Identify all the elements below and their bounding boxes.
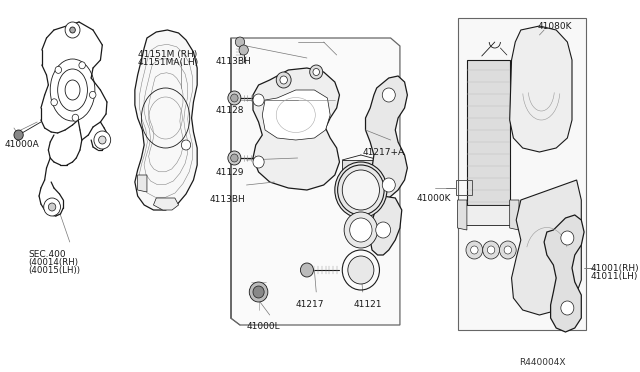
Circle shape — [239, 45, 248, 55]
Bar — [342, 160, 380, 200]
Circle shape — [70, 27, 76, 33]
Circle shape — [228, 151, 241, 165]
Text: 41128: 41128 — [216, 106, 244, 115]
Text: 41000A: 41000A — [4, 140, 40, 149]
Circle shape — [499, 241, 516, 259]
Polygon shape — [230, 38, 400, 325]
Circle shape — [230, 154, 238, 162]
Circle shape — [72, 114, 79, 121]
Circle shape — [249, 282, 268, 302]
Circle shape — [561, 301, 574, 315]
Circle shape — [253, 94, 264, 106]
Circle shape — [300, 263, 314, 277]
Circle shape — [99, 136, 106, 144]
Polygon shape — [544, 215, 584, 332]
Circle shape — [342, 170, 380, 210]
Circle shape — [181, 140, 191, 150]
Polygon shape — [458, 200, 467, 230]
Circle shape — [310, 65, 323, 79]
Circle shape — [276, 72, 291, 88]
Text: 41000L: 41000L — [246, 322, 280, 331]
Polygon shape — [509, 200, 519, 230]
Circle shape — [335, 162, 387, 218]
Polygon shape — [135, 30, 197, 210]
Polygon shape — [467, 60, 509, 205]
Text: (40015(LH)): (40015(LH)) — [28, 266, 80, 275]
Text: SEC.400: SEC.400 — [28, 250, 65, 259]
Text: 41121: 41121 — [353, 300, 382, 309]
Text: 4113BH: 4113BH — [209, 195, 245, 204]
Circle shape — [344, 212, 378, 248]
Text: 41080K: 41080K — [538, 22, 572, 31]
Circle shape — [253, 156, 264, 168]
Text: (40014(RH): (40014(RH) — [28, 258, 78, 267]
Polygon shape — [370, 195, 402, 255]
Polygon shape — [253, 68, 339, 190]
Circle shape — [382, 178, 396, 192]
Circle shape — [349, 218, 372, 242]
Circle shape — [228, 91, 241, 105]
Text: 41151M (RH): 41151M (RH) — [138, 50, 197, 59]
Circle shape — [44, 198, 60, 216]
Polygon shape — [262, 90, 330, 140]
Circle shape — [236, 37, 244, 47]
Circle shape — [313, 68, 319, 76]
Text: 41217+A: 41217+A — [363, 148, 405, 157]
Bar — [456, 180, 472, 195]
Circle shape — [504, 246, 511, 254]
Polygon shape — [511, 180, 581, 315]
Circle shape — [561, 231, 574, 245]
Polygon shape — [458, 18, 586, 330]
Circle shape — [14, 130, 23, 140]
Polygon shape — [154, 198, 179, 210]
Circle shape — [253, 286, 264, 298]
Circle shape — [94, 131, 111, 149]
Circle shape — [488, 246, 495, 254]
Text: 41000K: 41000K — [417, 194, 451, 203]
Circle shape — [483, 241, 499, 259]
Text: R440004X: R440004X — [519, 358, 566, 367]
Polygon shape — [138, 175, 147, 192]
Text: 41151MA(LH): 41151MA(LH) — [138, 58, 199, 67]
Circle shape — [90, 92, 96, 98]
Polygon shape — [463, 205, 513, 225]
Circle shape — [79, 62, 85, 69]
Circle shape — [470, 246, 478, 254]
Text: 41217: 41217 — [296, 300, 324, 309]
Text: 41001(RH): 41001(RH) — [591, 264, 639, 273]
Circle shape — [55, 66, 61, 73]
Circle shape — [49, 203, 56, 211]
Circle shape — [230, 94, 238, 102]
Text: 4113BH: 4113BH — [216, 57, 252, 66]
Polygon shape — [365, 76, 408, 202]
Circle shape — [280, 76, 287, 84]
Circle shape — [51, 99, 58, 106]
Text: 41011(LH): 41011(LH) — [591, 272, 638, 281]
Circle shape — [376, 222, 390, 238]
Circle shape — [65, 22, 80, 38]
Text: 41129: 41129 — [216, 168, 244, 177]
Circle shape — [466, 241, 483, 259]
Circle shape — [382, 88, 396, 102]
Circle shape — [348, 256, 374, 284]
Polygon shape — [509, 26, 572, 152]
